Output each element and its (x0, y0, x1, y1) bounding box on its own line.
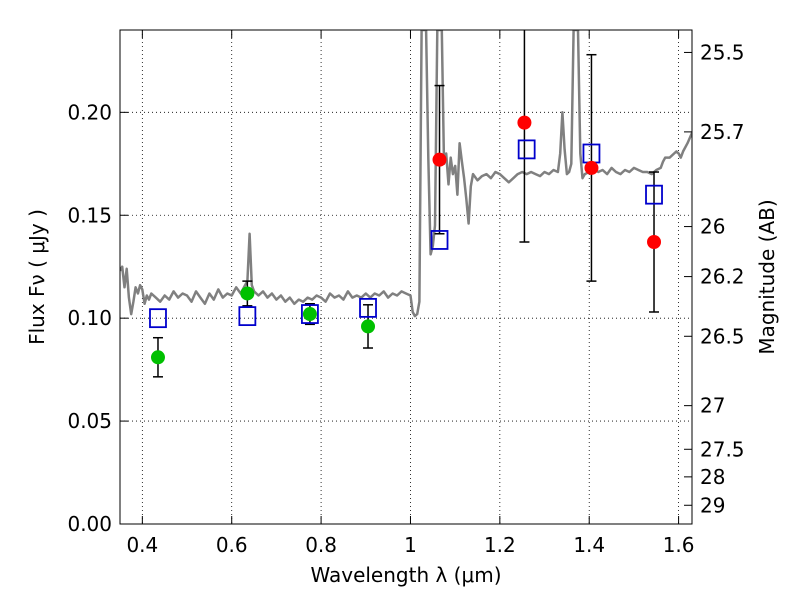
axis-ticks: 0.4 0.6 0.8 1 1.2 1.4 1.6 0.00 0.05 0.10 0.15 0.20 2… (67, 30, 745, 557)
y2-tick-label: 25.5 (700, 40, 745, 64)
y-tick-label: 0.15 (67, 203, 112, 227)
y-tick-label: 0.00 (67, 512, 112, 536)
observed-flux-point (432, 152, 447, 167)
observed-flux-point (647, 235, 662, 250)
observed-flux-point (361, 319, 376, 334)
model-band-flux-square (430, 230, 449, 250)
observed-flux-point (240, 286, 255, 301)
observed-flux-point (584, 160, 599, 175)
y2-tick-label: 27.5 (700, 437, 745, 461)
observed-flux-point (302, 307, 317, 322)
y2-tick-label: 29 (700, 493, 725, 517)
y2-axis-title: Magnitude (AB) (755, 199, 779, 354)
y2-tick-label: 25.7 (700, 120, 745, 144)
x-tick-label: 1.4 (573, 533, 605, 557)
x-tick-label: 1.6 (663, 533, 695, 557)
y2-tick-label: 26.5 (700, 324, 745, 348)
y2-tick-label: 27 (700, 394, 725, 418)
model-band-flux-square (238, 306, 257, 327)
x-axis-title: Wavelength λ (μm) (310, 563, 501, 587)
observed-flux-point (517, 115, 532, 130)
x-tick-label: 0.8 (305, 533, 337, 557)
observed-flux-point (150, 350, 165, 365)
y-tick-label: 0.20 (67, 100, 112, 124)
y2-tick-label: 26.2 (700, 265, 745, 289)
model-band-flux-square (301, 304, 319, 324)
x-tick-label: 1 (404, 533, 417, 557)
x-tick-label: 0.4 (126, 533, 158, 557)
model-band-flux-square (149, 308, 167, 329)
y2-tick-label: 28 (700, 465, 725, 489)
y-tick-label: 0.05 (67, 409, 112, 433)
markers-layer (149, 115, 663, 365)
model-band-flux-square (517, 139, 536, 160)
y-axis-title: Flux Fν ( μJy ) (25, 209, 49, 345)
grid-lines (120, 30, 692, 524)
model-band-flux-square (645, 184, 663, 205)
x-tick-label: 0.6 (216, 533, 248, 557)
plot-background (120, 30, 692, 524)
x-tick-label: 1.2 (484, 533, 516, 557)
model-band-flux-square (359, 297, 377, 318)
y2-tick-label: 26 (700, 215, 725, 239)
y-tick-label: 0.10 (67, 306, 112, 330)
